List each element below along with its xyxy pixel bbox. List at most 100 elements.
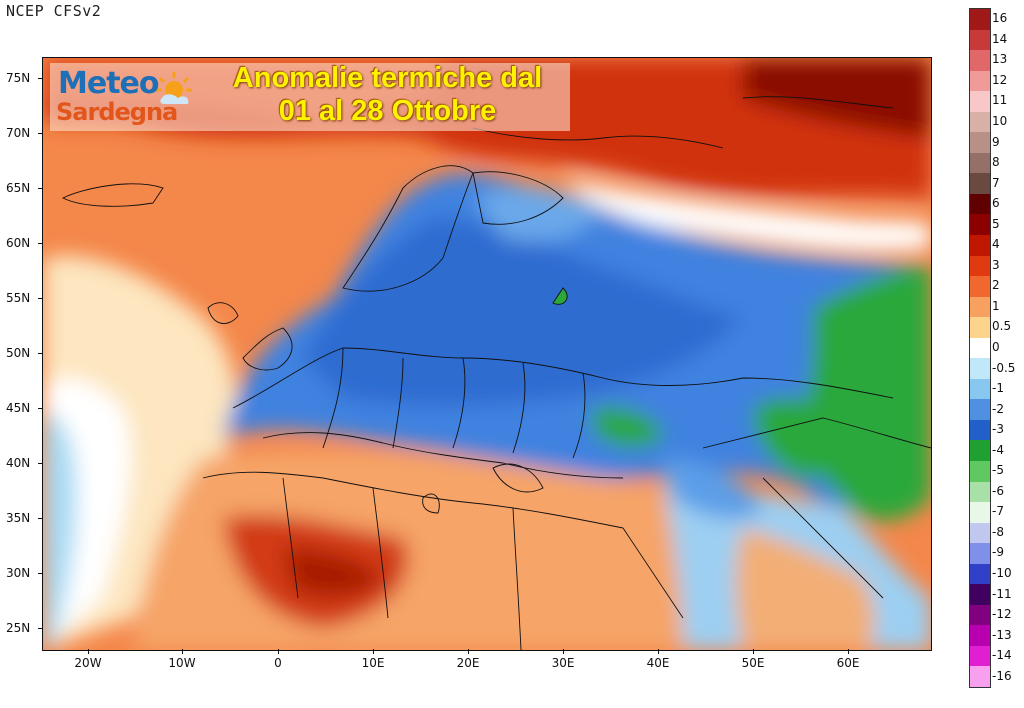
colorbar-swatch: [970, 440, 990, 462]
map-headline: Anomalie termiche dal 01 al 28 Ottobre: [205, 62, 570, 128]
colorbar-swatch: [970, 255, 990, 277]
lon-tick: [88, 649, 89, 654]
lon-label-10w: 10W: [168, 656, 196, 670]
lon-tick: [182, 649, 183, 654]
lon-tick: [563, 649, 564, 654]
colorbar-swatch: [970, 419, 990, 441]
colorbar-label: -12: [992, 607, 1012, 622]
colorbar-label: 11: [992, 93, 1008, 108]
colorbar-legend: [969, 8, 991, 688]
headline-line-1: Anomalie termiche dal: [232, 62, 543, 94]
colorbar-swatch: [970, 214, 990, 236]
colorbar-swatch: [970, 337, 990, 359]
colorbar-label: -9: [992, 545, 1004, 560]
colorbar-label: 9: [992, 134, 1000, 149]
lat-label-60n: 60N: [6, 236, 31, 250]
logo-text-meteo: Meteo: [58, 66, 159, 101]
country-borders: [61, 96, 931, 650]
colorbar-swatch: [970, 235, 990, 256]
colorbar-swatch: [970, 399, 990, 421]
lon-tick: [658, 649, 659, 654]
colorbar-label: -1: [992, 381, 1004, 396]
lat-tick: [38, 518, 43, 519]
colorbar-swatch: [970, 9, 990, 30]
map-canvas: [43, 58, 931, 650]
colorbar-label: 1: [992, 298, 1000, 313]
lat-tick: [38, 463, 43, 464]
colorbar-label: -4: [992, 442, 1004, 457]
lon-tick: [278, 649, 279, 654]
lon-label-20w: 20W: [74, 656, 102, 670]
colorbar-label: -13: [992, 627, 1012, 642]
lat-label-75n: 75N: [6, 71, 31, 85]
colorbar-swatch: [970, 111, 990, 133]
lat-tick: [38, 628, 43, 629]
colorbar-label: 4: [992, 237, 1000, 252]
colorbar-label: -16: [992, 668, 1012, 683]
lon-label-0: 0: [274, 656, 282, 670]
logo-text-sardegna: Sardegna: [56, 98, 178, 126]
colorbar-swatch: [970, 29, 990, 51]
colorbar-swatch: [970, 584, 990, 606]
colorbar-label: 0: [992, 340, 1000, 354]
lon-label-20e: 20E: [456, 656, 480, 670]
colorbar-label: -11: [992, 586, 1012, 601]
lat-label-30n: 30N: [6, 566, 31, 580]
colorbar-swatch: [970, 173, 990, 195]
colorbar-label: -7: [992, 504, 1004, 519]
sun-icon: [156, 72, 192, 104]
lat-label-70n: 70N: [6, 126, 31, 140]
lat-tick: [38, 408, 43, 409]
lat-tick: [38, 188, 43, 189]
lat-label-35n: 35N: [6, 511, 31, 525]
colorbar-label: -14: [992, 648, 1012, 663]
lon-label-50e: 50E: [741, 656, 765, 670]
colorbar-label: 0.5: [992, 319, 1012, 334]
lat-label-50n: 50N: [6, 346, 31, 360]
lat-label-55n: 55N: [6, 291, 31, 305]
lat-tick: [38, 353, 43, 354]
lat-tick: [38, 243, 43, 244]
colorbar-swatch: [970, 522, 990, 544]
colorbar-label: -2: [992, 401, 1004, 416]
lon-label-30e: 30E: [551, 656, 575, 670]
colorbar-label: -6: [992, 483, 1004, 498]
colorbar-swatch: [970, 378, 990, 400]
lon-tick: [468, 649, 469, 654]
colorbar-label: 6: [992, 196, 1000, 211]
colorbar-label: -5: [992, 463, 1004, 478]
colorbar-label: -10: [992, 566, 1012, 580]
colorbar-swatch: [970, 502, 990, 524]
lat-tick: [38, 298, 43, 299]
colorbar-label: -0.5: [992, 360, 1016, 375]
lon-tick: [848, 649, 849, 654]
colorbar-swatch: [970, 317, 990, 339]
lat-label-65n: 65N: [6, 181, 31, 195]
colorbar-label: 3: [992, 257, 1000, 272]
colorbar-label: -3: [992, 422, 1004, 437]
colorbar-swatch: [970, 358, 990, 380]
colorbar-label: 13: [992, 52, 1008, 67]
colorbar-label: 16: [992, 11, 1008, 26]
colorbar-swatch: [970, 91, 990, 113]
lat-tick: [38, 573, 43, 574]
brand-logo: Meteo Sardegna: [54, 64, 204, 130]
colorbar-swatch: [970, 296, 990, 318]
lat-label-25n: 25N: [6, 621, 31, 635]
colorbar-label: 2: [992, 278, 1000, 293]
colorbar-swatch: [970, 481, 990, 503]
colorbar-swatch: [970, 152, 990, 174]
lon-tick: [753, 649, 754, 654]
lon-tick: [373, 649, 374, 654]
colorbar-swatch: [970, 543, 990, 565]
colorbar-label: 7: [992, 175, 1000, 190]
colorbar-label: 8: [992, 155, 1000, 170]
lon-label-40e: 40E: [646, 656, 670, 670]
colorbar-swatch: [970, 604, 990, 626]
lon-label-10e: 10E: [361, 656, 385, 670]
headline-line-2: 01 al 28 Ottobre: [278, 95, 497, 127]
colorbar-swatch: [970, 625, 990, 647]
colorbar-label: 5: [992, 216, 1000, 231]
source-label: NCEP CFSv2: [6, 2, 102, 20]
colorbar-swatch: [970, 666, 990, 688]
